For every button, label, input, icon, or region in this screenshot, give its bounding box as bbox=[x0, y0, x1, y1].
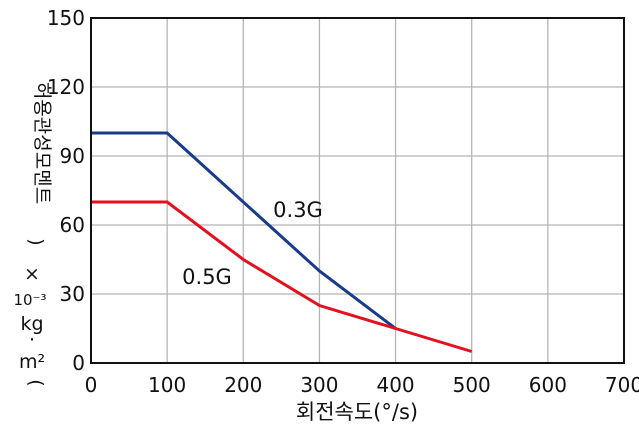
x-tick-label: 300 bbox=[300, 373, 338, 397]
y-axis-label-power: 10⁻³ bbox=[13, 291, 46, 309]
y-tick-label: 30 bbox=[60, 282, 85, 306]
series-line-0 bbox=[91, 131, 397, 330]
series-labels: 0.3G 0.5G bbox=[182, 198, 323, 289]
x-tick-label: 100 bbox=[148, 373, 186, 397]
y-axis-label: 허용관성모멘트 ) × 10⁻³ kg · m² ( bbox=[13, 82, 53, 387]
y-tick-label: 150 bbox=[47, 6, 85, 30]
y-axis-label-m2: m² bbox=[19, 351, 45, 373]
x-tick-label: 200 bbox=[224, 373, 262, 397]
x-tick-label: 400 bbox=[376, 373, 414, 397]
x-axis-label: 회전속도(°/s) bbox=[296, 400, 418, 424]
grid bbox=[91, 18, 624, 363]
series-label-1: 0.5G bbox=[182, 265, 232, 289]
y-axis-label-close-paren: ( bbox=[25, 379, 47, 386]
y-axis-label-dot: · bbox=[29, 329, 35, 351]
x-tick-label: 500 bbox=[453, 373, 491, 397]
series-line-1 bbox=[91, 200, 473, 353]
series-lines bbox=[91, 131, 473, 353]
y-tick-label: 120 bbox=[47, 75, 85, 99]
tick-labels: 0 100 200 300 400 500 600 700 0 30 60 90 120 150 bbox=[47, 6, 639, 397]
y-tick-label: 90 bbox=[60, 144, 85, 168]
y-tick-label: 60 bbox=[60, 213, 85, 237]
x-tick-label: 700 bbox=[605, 373, 639, 397]
y-axis-label-open-paren: ) bbox=[25, 238, 47, 245]
y-axis-label-times: × bbox=[24, 263, 40, 285]
plot-frame bbox=[90, 17, 625, 364]
y-axis-label-kg: kg bbox=[20, 313, 43, 335]
y-axis-label-korean: 허용관성모멘트 bbox=[31, 82, 53, 204]
x-tick-label: 600 bbox=[529, 373, 567, 397]
y-tick-label: 0 bbox=[72, 351, 85, 375]
series-label-0: 0.3G bbox=[273, 198, 323, 222]
x-tick-label: 0 bbox=[85, 373, 98, 397]
